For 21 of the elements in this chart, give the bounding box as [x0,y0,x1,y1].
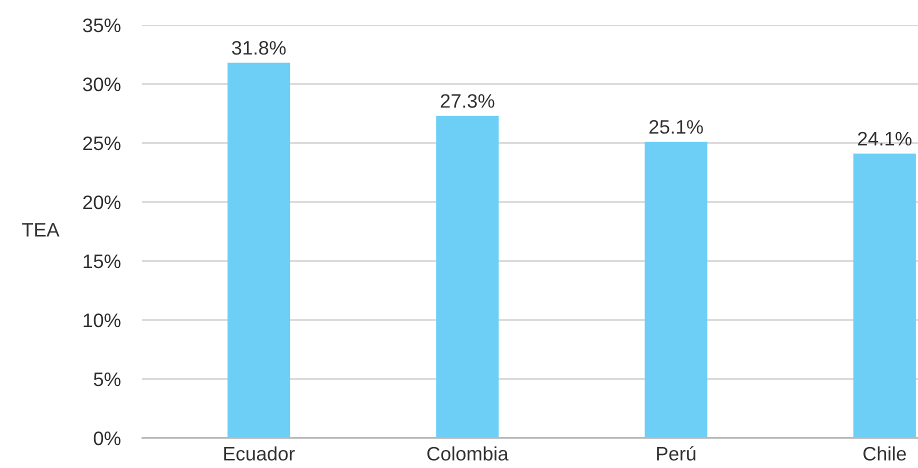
y-tick-label: 25% [83,136,120,150]
x-tick-label: Colombia [427,446,508,461]
bar [644,142,708,438]
y-tick-label: 0% [94,431,120,446]
x-tick-label: Chile [863,446,906,461]
data-label: 31.8% [232,40,286,55]
y-tick-label: 35% [82,18,120,32]
bar [853,154,916,438]
y-axis-title: TEA [22,223,60,237]
y-tick-label: 5% [94,372,120,386]
y-tick-label: 30% [82,77,120,92]
data-label: 25.1% [649,120,703,134]
x-tick-label: Perú [657,446,696,461]
data-label: 24.1% [858,132,912,146]
bar [436,116,499,438]
bar [228,62,290,438]
y-tick-label: 10% [84,313,120,328]
y-tick-label: 20% [83,195,120,210]
data-label: 27.3% [440,94,494,108]
x-tick-label: Ecuador [224,446,295,461]
y-tick-label: 15% [84,254,120,268]
